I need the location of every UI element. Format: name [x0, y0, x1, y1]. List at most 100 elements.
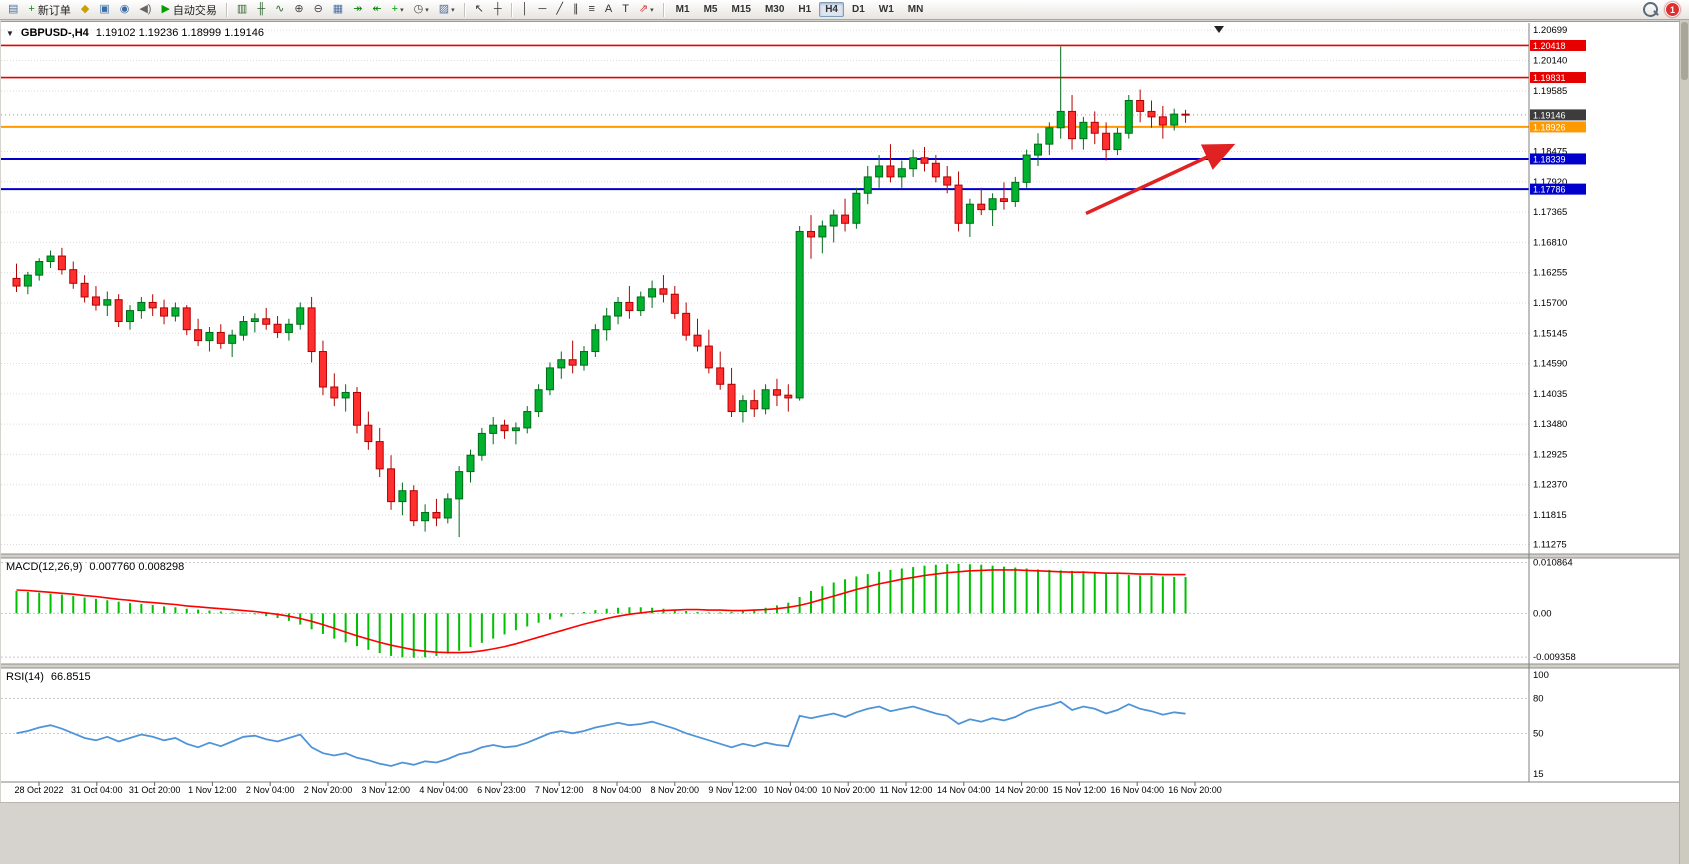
search-icon[interactable] [1643, 2, 1658, 17]
chart-background [1, 22, 1679, 802]
svg-text:31 Oct 04:00: 31 Oct 04:00 [71, 785, 123, 795]
chart-canvas[interactable]: 1.20699 1.20140 1.19585 1.18475 1.17920 1.173… [1, 22, 1679, 802]
rsi-indicator-label: RSI(14) 66.8515 [6, 671, 91, 683]
scrollbar-thumb[interactable] [1681, 22, 1688, 80]
timeframe-m1-button[interactable]: M1 [675, 4, 690, 15]
svg-text:1.15145: 1.15145 [1533, 328, 1567, 339]
line-chart-icon: ∿ [275, 3, 285, 15]
price-marker [1530, 183, 1586, 195]
svg-text:9 Nov 12:00: 9 Nov 12:00 [708, 785, 757, 795]
timeframe-h4-button[interactable]: H4 [819, 2, 844, 17]
vertical-line-icon: │ [521, 3, 529, 15]
strategy-tester-icon: ◆ [80, 3, 90, 15]
templates-button[interactable]: ▨ ▾ [435, 0, 459, 19]
chart-shift-icon[interactable]: ↞ [368, 0, 385, 19]
rsi-panel [16, 700, 1186, 767]
channel-icon[interactable]: ∥ [569, 0, 583, 19]
trend-arrow-object[interactable] [1085, 143, 1236, 216]
toolbar-separator [463, 2, 466, 17]
svg-text:1.17786: 1.17786 [1533, 185, 1566, 195]
autotrading-button[interactable]: ▶ 自动交易 [157, 0, 220, 19]
svg-text:1.19146: 1.19146 [1533, 110, 1566, 120]
timeframe-d1-button[interactable]: D1 [851, 4, 865, 15]
zoom-in-icon[interactable]: ⊕ [290, 0, 307, 19]
collapse-triangle-icon[interactable]: ▼ [6, 28, 14, 38]
timeframe-h1-button[interactable]: H1 [798, 4, 812, 15]
horizontal-line-objects[interactable] [1, 44, 1529, 191]
indicators-button[interactable]: + ▾ [388, 0, 408, 19]
zoom-in-icon: ⊕ [294, 3, 304, 15]
channel-icon: ∥ [572, 3, 579, 15]
svg-text:1.20699: 1.20699 [1533, 25, 1567, 36]
svg-text:1.16810: 1.16810 [1533, 237, 1567, 248]
trendline-icon[interactable]: ╱ [552, 0, 567, 19]
svg-text:80: 80 [1533, 693, 1544, 704]
svg-text:0.00: 0.00 [1533, 608, 1552, 619]
timeframe-m30-button[interactable]: M30 [764, 4, 785, 15]
svg-text:7 Nov 12:00: 7 Nov 12:00 [535, 785, 584, 795]
svg-text:15: 15 [1533, 769, 1544, 780]
text-icon[interactable]: A [601, 0, 616, 19]
svg-text:4 Nov 04:00: 4 Nov 04:00 [419, 785, 468, 795]
rsi-name: RSI(14) [6, 671, 44, 683]
svg-text:1.17365: 1.17365 [1533, 207, 1567, 218]
timeframe-m5-button[interactable]: M5 [703, 4, 718, 15]
alerts-icon[interactable]: ◀) [135, 0, 155, 19]
fibonacci-icon: ≡ [588, 3, 595, 15]
svg-text:16 Nov 04:00: 16 Nov 04:00 [1110, 785, 1164, 795]
svg-text:1.19831: 1.19831 [1533, 73, 1566, 83]
dropdown-caret-icon[interactable]: ▾ [451, 6, 455, 14]
svg-text:1.14035: 1.14035 [1533, 389, 1567, 400]
navigator-icon: ◉ [119, 3, 130, 15]
dropdown-caret-icon[interactable]: ▾ [400, 6, 404, 14]
cursor-icon[interactable]: ↖ [471, 0, 488, 19]
line-chart-icon[interactable]: ∿ [271, 0, 288, 19]
ohlc-label: 1.19102 1.19236 1.18999 1.19146 [95, 27, 264, 39]
price-marker [1530, 39, 1586, 51]
svg-text:8 Nov 20:00: 8 Nov 20:00 [651, 785, 700, 795]
svg-text:1.11815: 1.11815 [1533, 510, 1567, 521]
dropdown-caret-icon[interactable]: ▾ [650, 6, 654, 14]
templates-button: ▨ [438, 3, 450, 15]
svg-text:28 Oct 2022: 28 Oct 2022 [14, 785, 63, 795]
navigator-icon[interactable]: ◉ [116, 0, 134, 19]
chart-window-icon: ▤ [8, 3, 19, 15]
zoom-out-icon[interactable]: ⊖ [310, 0, 327, 19]
strategy-tester-icon[interactable]: ◆ [77, 0, 93, 19]
text-icon: A [604, 3, 613, 15]
candlestick-icon[interactable]: ╫ [253, 0, 269, 19]
arrows-button[interactable]: ⇗ ▾ [635, 0, 658, 19]
new-order-button-label: 新订单 [37, 4, 71, 17]
bar-chart-icon[interactable]: ▥ [233, 0, 251, 19]
vertical-scrollbar[interactable] [1679, 20, 1689, 864]
new-order-button[interactable]: + 新订单 [24, 0, 74, 19]
timeframe-w1-button[interactable]: W1 [878, 4, 894, 15]
separator-macd-rsi[interactable] [1, 664, 1679, 668]
periods-button[interactable]: ◷ ▾ [410, 0, 433, 19]
chart-window-icon[interactable]: ▤ [4, 0, 22, 19]
price-marker [1530, 72, 1586, 84]
text-label-icon[interactable]: T [618, 0, 633, 19]
candles-series [12, 46, 1190, 538]
fibonacci-icon[interactable]: ≡ [584, 0, 598, 19]
svg-text:1.12925: 1.12925 [1533, 449, 1567, 460]
svg-text:1.19585: 1.19585 [1533, 86, 1567, 97]
chart-shift-marker[interactable] [1214, 26, 1224, 33]
vertical-line-icon[interactable]: │ [518, 0, 533, 19]
symbol-period-label: GBPUSD-,H4 [20, 27, 89, 39]
dropdown-caret-icon[interactable]: ▾ [425, 6, 429, 14]
timeframe-m15-button[interactable]: M15 [731, 4, 751, 15]
crosshair-icon[interactable]: ┼ [490, 0, 506, 19]
macd-name: MACD(12,26,9) [6, 561, 83, 573]
horizontal-line-icon[interactable]: ─ [535, 0, 551, 19]
svg-text:6 Nov 23:00: 6 Nov 23:00 [477, 785, 526, 795]
tile-windows-icon[interactable]: ▦ [329, 0, 347, 19]
timeframe-mn-button[interactable]: MN [907, 4, 924, 15]
auto-scroll-icon[interactable]: ↠ [349, 0, 366, 19]
notification-badge[interactable]: 1 [1665, 2, 1680, 17]
toolbar-separator [225, 2, 228, 17]
terminal-icon[interactable]: ▣ [95, 0, 113, 19]
svg-text:50: 50 [1533, 728, 1544, 739]
separator-main-macd[interactable] [1, 554, 1679, 558]
